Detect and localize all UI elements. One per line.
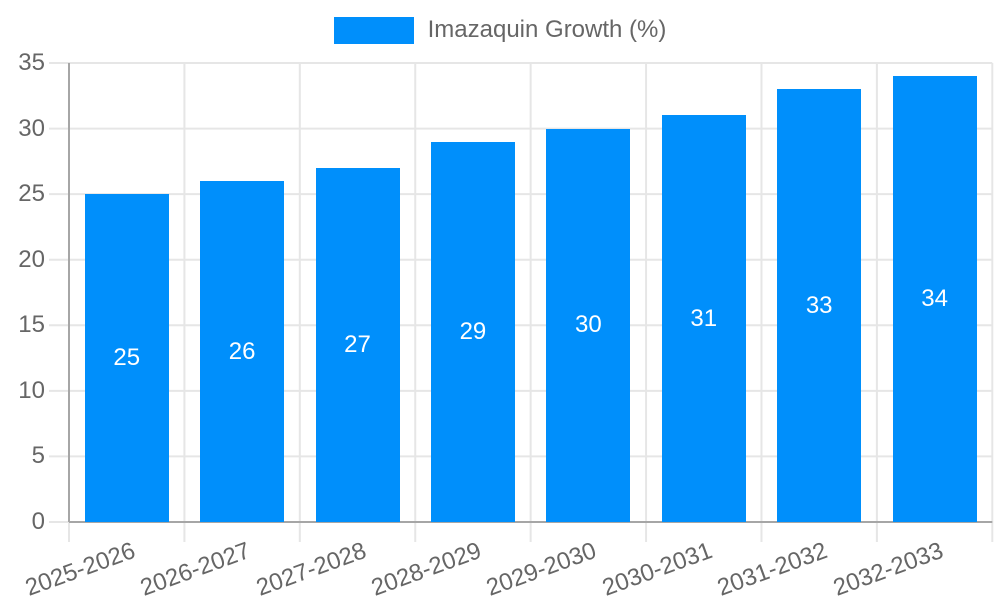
bar-2025-2026[interactable]: 25 [84, 194, 169, 522]
bar-value-label: 29 [459, 317, 487, 345]
bar-value-label: 34 [921, 285, 948, 313]
bar-value-label: 25 [113, 344, 141, 372]
y-axis-tick-label: 35 [18, 49, 45, 76]
bar-2030-2031[interactable]: 31 [661, 115, 746, 522]
y-axis-tick-label: 15 [18, 311, 45, 339]
legend-swatch-icon [333, 16, 414, 44]
legend-label: Imazaquin Growth (%) [427, 16, 667, 43]
bar-value-label: 33 [805, 291, 833, 319]
bar-value-label: 30 [574, 311, 602, 339]
bar-2027-2028[interactable]: 27 [315, 167, 400, 522]
bar-2028-2029[interactable]: 29 [430, 141, 515, 522]
bar-2031-2032[interactable]: 33 [777, 89, 862, 522]
y-axis-tick-label: 20 [18, 245, 45, 273]
y-axis-tick-label: 0 [31, 508, 45, 535]
bar-2026-2027[interactable]: 26 [200, 181, 285, 522]
bar-value-label: 26 [228, 337, 256, 365]
y-axis-tick-label: 5 [31, 442, 45, 470]
bar-value-label: 27 [344, 330, 371, 358]
y-axis-tick-label: 25 [18, 180, 45, 208]
bar-2029-2030[interactable]: 30 [546, 128, 631, 522]
bar-2032-2033[interactable]: 34 [892, 76, 977, 522]
y-axis-tick-label: 30 [18, 114, 45, 142]
y-axis-tick-label: 10 [18, 376, 45, 404]
legend: Imazaquin Growth (%) [0, 16, 1000, 44]
legend-item[interactable]: Imazaquin Growth (%) [333, 16, 667, 44]
bar-value-label: 31 [690, 304, 718, 332]
